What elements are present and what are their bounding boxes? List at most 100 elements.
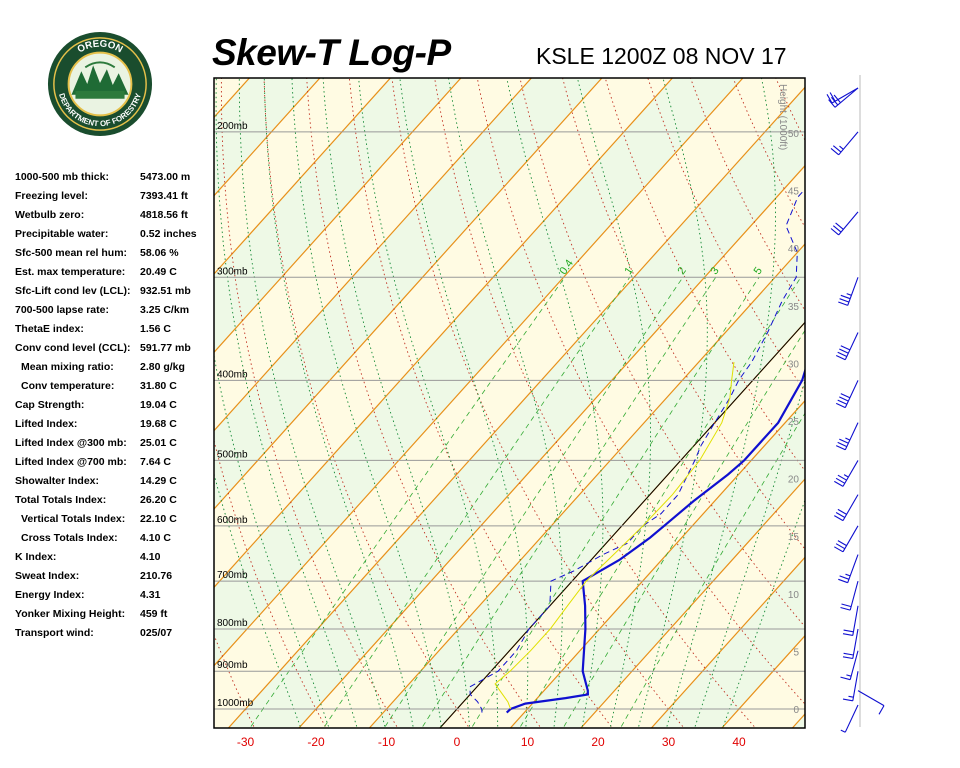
index-label: Lifted Index: (15, 418, 78, 430)
pressure-label: 700mb (217, 570, 248, 581)
dry-adiabat-line (732, 78, 805, 229)
isotherm-line (298, 164, 805, 728)
wind-barb (834, 494, 859, 522)
temperature-tick-label: 30 (662, 735, 676, 749)
isotherm-line (849, 0, 960, 743)
index-row: Freezing level: 7393.41 ft (15, 187, 210, 206)
index-label: 700-500 lapse rate: (15, 304, 109, 316)
height-tick-label: 10 (788, 590, 800, 601)
page-title: Skew-T Log-P (212, 32, 451, 73)
index-label: Sweat Index: (15, 570, 80, 582)
dry-adiabat-line (893, 0, 960, 727)
index-row: Wetbulb zero: 4818.56 ft (15, 206, 210, 225)
temperature-profile-line (505, 367, 805, 714)
mixing-ratio-line (563, 329, 805, 727)
height-tick-label: 15 (788, 532, 800, 543)
height-tick-label: 50 (788, 129, 800, 140)
wind-barb (842, 605, 859, 636)
wind-barb (835, 422, 859, 451)
oregon-forestry-logo: OREGON DEPARTMENT OF FORESTRY (47, 31, 153, 137)
index-row: Vertical Totals Index: 22.10 C (15, 510, 210, 529)
height-tick-label: 40 (788, 244, 800, 255)
index-value: 0.52 inches (140, 228, 197, 240)
index-label: Total Totals Index: (15, 494, 107, 506)
dry-adiabat-line (391, 78, 684, 727)
index-label: Sfc-Lift cond lev (LCL): (15, 285, 131, 297)
index-label: Precipitable water: (15, 228, 109, 240)
height-tick-label: 35 (788, 302, 800, 313)
plot-frame (213, 77, 806, 729)
wind-barb (835, 380, 859, 409)
index-value: 4.10 C (140, 532, 171, 544)
temperature-tick-label: -20 (307, 735, 325, 749)
index-row: Transport wind: 025/07 (15, 624, 210, 643)
index-row: Mean mixing ratio: 2.80 g/kg (15, 358, 210, 377)
index-row: K Index: 4.10 (15, 548, 210, 567)
height-tick-label: 45 (788, 187, 800, 198)
index-row: Total Totals Index: 26.20 C (15, 491, 210, 510)
wind-barb (830, 211, 859, 236)
index-label: K Index: (15, 551, 57, 563)
index-label: Freezing level: (15, 190, 88, 202)
index-row: Conv cond level (CCL): 591.77 mb (15, 339, 210, 358)
height-tick-label: 20 (788, 475, 800, 486)
wind-barb (830, 131, 859, 156)
index-row: Conv temperature: 31.80 C (15, 377, 210, 396)
index-value: 7.64 C (140, 456, 171, 468)
height-tick-label: 0 (793, 705, 799, 716)
isotherm-line (368, 243, 805, 728)
index-row: Lifted Index @700 mb: 7.64 C (15, 453, 210, 472)
pressure-label: 200mb (217, 121, 248, 132)
index-row: Cap Strength: 19.04 C (15, 396, 210, 415)
index-label: Cap Strength: (15, 399, 85, 411)
isotherm-band (214, 78, 805, 728)
dry-adiabat-line (929, 0, 960, 727)
index-label: Mean mixing ratio: (21, 361, 114, 373)
wind-barb (834, 460, 859, 487)
wind-barb (840, 704, 859, 733)
index-row: Yonker Mixing Height: 459 ft (15, 605, 210, 624)
index-label: Energy Index: (15, 589, 85, 601)
index-row: Sweat Index: 210.76 (15, 567, 210, 586)
index-label: Vertical Totals Index: (21, 513, 126, 525)
index-value: 210.76 (140, 570, 173, 582)
index-value: 1.56 C (140, 323, 171, 335)
index-label: Conv temperature: (21, 380, 115, 392)
index-row: Energy Index: 4.31 (15, 586, 210, 605)
index-value: 7393.41 ft (140, 190, 188, 202)
index-value: 14.29 C (140, 475, 177, 487)
index-label: Sfc-500 mean rel hum: (15, 247, 128, 259)
isotherm-band (849, 0, 960, 743)
index-row: Sfc-Lift cond lev (LCL): 932.51 mb (15, 282, 210, 301)
pressure-label: 800mb (217, 618, 248, 629)
index-value: 58.06 % (140, 247, 179, 259)
height-axis-title: Height (1000ft) (777, 84, 788, 150)
index-row: 700-500 lapse rate: 3.25 C/km (15, 301, 210, 320)
temperature-tick-label: 10 (521, 735, 535, 749)
temperature-tick-label: 0 (454, 735, 461, 749)
wind-barb (840, 650, 859, 681)
dry-adiabat-line (519, 78, 805, 628)
index-value: 4818.56 ft (140, 209, 188, 221)
pressure-label: 900mb (217, 660, 248, 671)
wind-barb (838, 277, 859, 306)
wind-barb (838, 554, 859, 584)
mixing-ratio-line (620, 412, 805, 727)
isotherm-line (580, 478, 805, 728)
wind-barb (828, 87, 859, 108)
isotherm-line (791, 713, 805, 728)
isotherm-line (650, 556, 805, 728)
index-value: 932.51 mb (140, 285, 191, 297)
index-value: 20.49 C (140, 266, 177, 278)
zero-isotherm-line (439, 321, 805, 728)
dry-adiabat-line (214, 438, 326, 727)
wind-barb (835, 332, 859, 361)
mixing-ratio-label: 5 (752, 265, 765, 277)
isotherm-line (509, 399, 805, 728)
mixing-ratio-line (520, 277, 802, 727)
index-value: 26.20 C (140, 494, 177, 506)
index-row: Lifted Index: 19.68 C (15, 415, 210, 434)
height-tick-label: 5 (793, 647, 799, 658)
wind-barb (857, 690, 885, 715)
